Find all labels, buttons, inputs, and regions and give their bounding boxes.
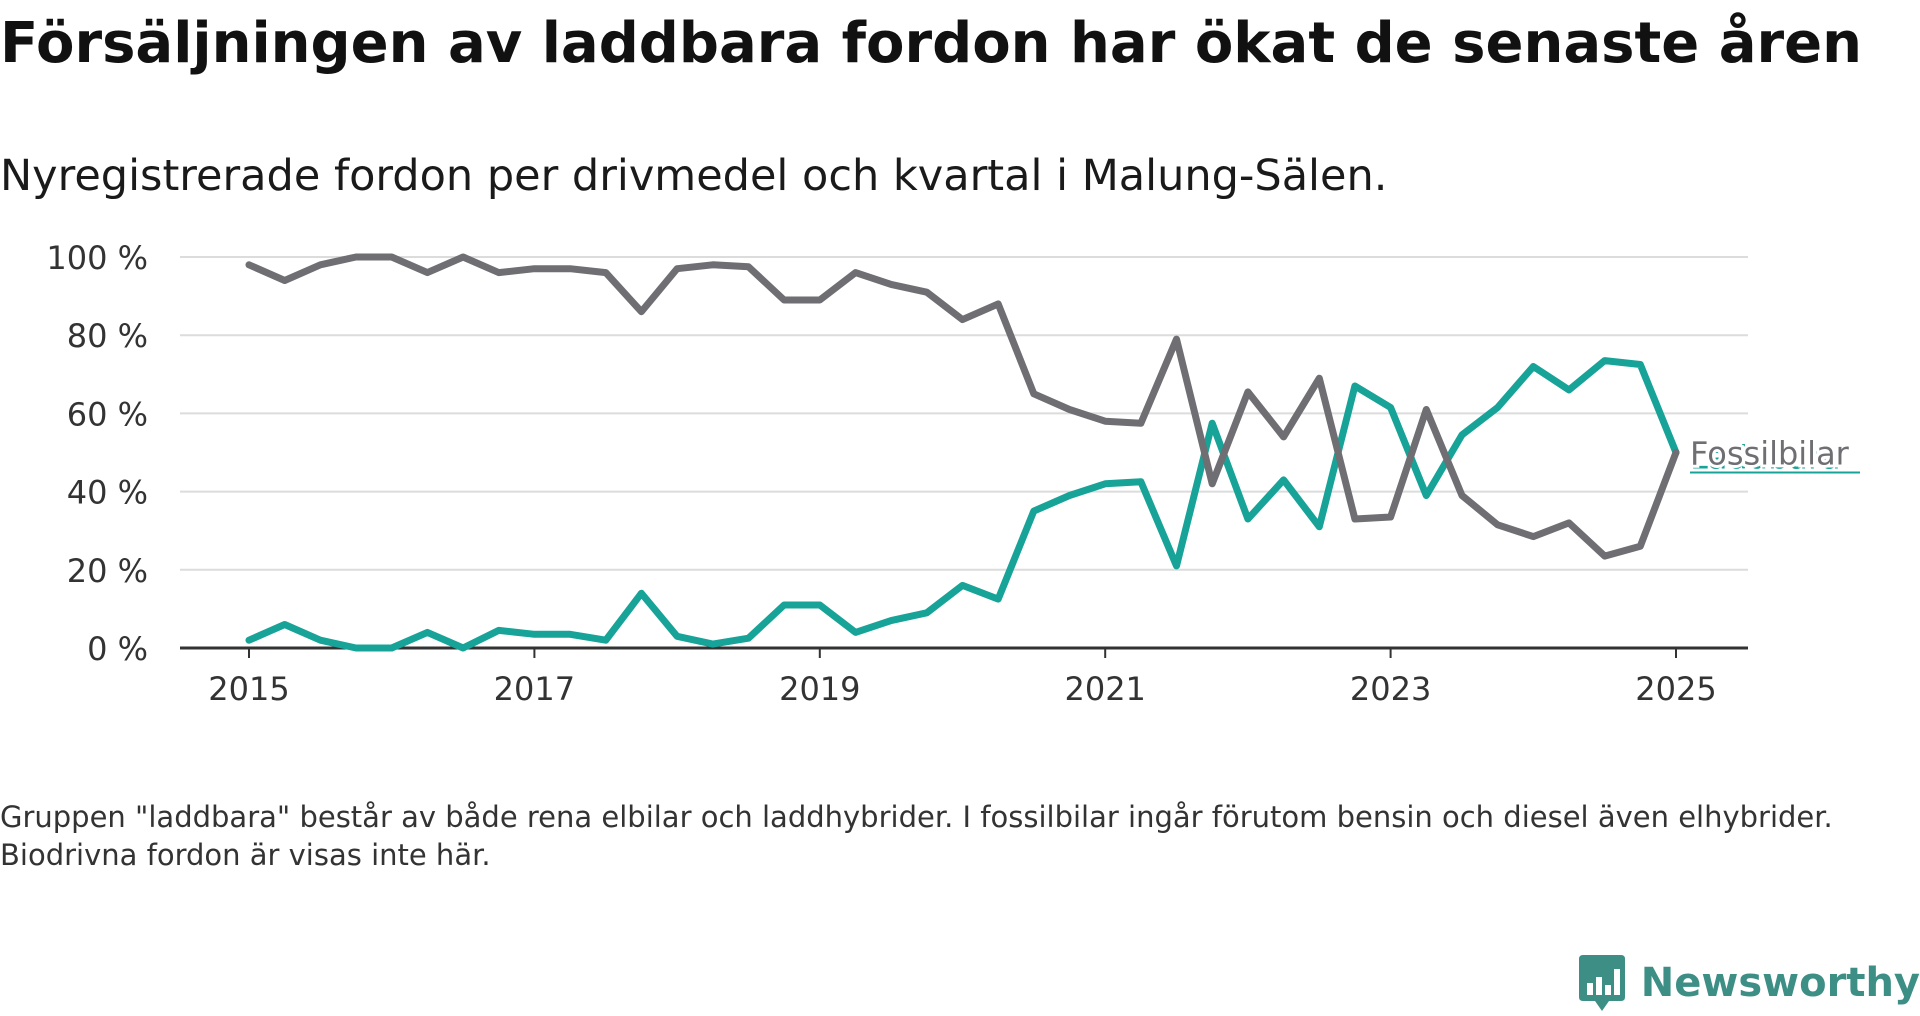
y-tick-label: 100 % (46, 239, 148, 277)
series-line-fossilbilar (245, 253, 1680, 560)
y-tick-label: 80 % (67, 317, 148, 355)
series-line-laddbara (245, 357, 1680, 652)
y-tick-label: 40 % (67, 474, 148, 512)
x-tick-label: 2023 (1350, 670, 1431, 708)
chart-subtitle: Nyregistrerade fordon per drivmedel och … (0, 151, 1388, 201)
series-label-laddbara: Laddbara (1690, 439, 1841, 477)
x-tick-label: 2025 (1635, 670, 1716, 708)
line-chart: 0 % 20 % 40 % 60 % 80 % 100 % 2015 2017 2019 2021… (46, 239, 1860, 708)
x-tick-label: 2019 (779, 670, 860, 708)
y-tick-label: 0 % (87, 630, 148, 668)
y-tick-label: 20 % (67, 552, 148, 590)
x-tick-label: 2021 (1064, 670, 1145, 708)
footnote: Gruppen "laddbara" består av både rena e… (0, 800, 1833, 872)
y-tick-label: 60 % (67, 395, 148, 433)
brand-name: Newsworthy (1640, 960, 1920, 1006)
x-tick-label: 2015 (208, 670, 289, 708)
series-label-fossilbilar: Fossilbilar (1690, 435, 1850, 473)
x-tick-label: 2017 (494, 670, 575, 708)
chart-title: Försäljningen av laddbara fordon har öka… (0, 11, 1862, 76)
newsworthy-logo-icon (1578, 955, 1625, 1011)
newsworthy-logo[interactable]: Newsworthy (1577, 950, 1920, 1016)
